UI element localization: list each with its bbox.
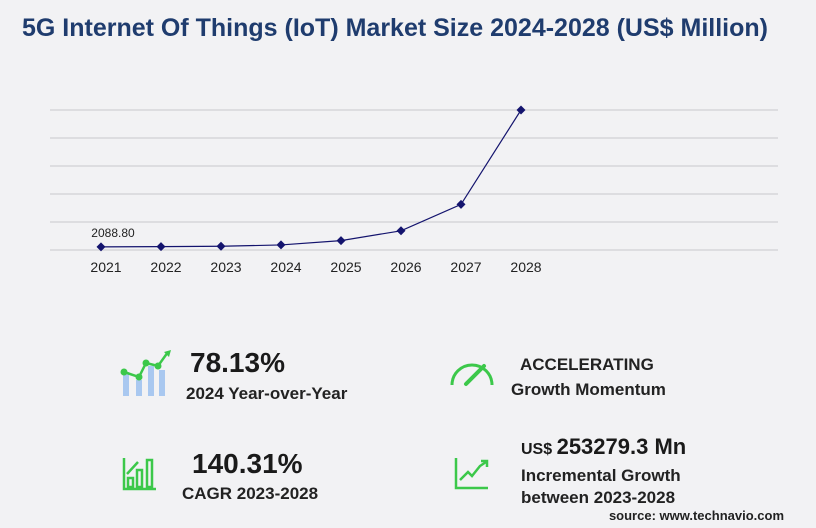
momentum-label: Growth Momentum: [511, 380, 666, 399]
incremental-growth: US$ 253279.3 Mn: [521, 434, 686, 460]
cagr-value: 140.31%: [192, 448, 303, 479]
bar-chart-icon: [122, 458, 156, 491]
data-point: [216, 241, 226, 251]
x-tick-label: 2027: [450, 259, 481, 275]
x-tick-label: 2026: [390, 259, 421, 275]
incremental-label-1: Incremental Growth: [521, 466, 681, 485]
data-point: [156, 242, 166, 252]
data-point: [396, 226, 406, 236]
data-point: [516, 105, 526, 115]
data-point: [96, 242, 106, 252]
data-label: 2088.80: [91, 226, 135, 240]
x-tick-label: 2023: [210, 259, 241, 275]
x-tick-label: 2028: [510, 259, 541, 275]
growth-chart-icon: [120, 350, 171, 396]
data-point: [456, 199, 466, 209]
series-line: [100, 109, 522, 248]
data-point: [336, 236, 346, 246]
yoy-value: 78.13%: [190, 347, 285, 378]
x-tick-label: 2022: [150, 259, 181, 275]
incremental-value: 253279.3 Mn: [556, 434, 687, 459]
speedometer-icon: [450, 363, 494, 386]
x-tick-label: 2021: [90, 259, 121, 275]
cagr-label: CAGR 2023-2028: [182, 484, 319, 503]
x-tick-label: 2024: [270, 259, 301, 275]
yoy-label: 2024 Year-over-Year: [186, 384, 348, 403]
incremental-label-2: between 2023-2028: [521, 488, 676, 507]
chart-title: 5G Internet Of Things (IoT) Market Size …: [22, 14, 768, 42]
line-chart: 2021 2088.80 2022 2023 2024 2025 2026 2027 2028: [50, 105, 778, 275]
source-text: source: www.technavio.com: [608, 508, 784, 523]
momentum-value: ACCELERATING: [520, 355, 654, 374]
data-point: [276, 240, 286, 250]
currency-prefix: US$: [521, 441, 553, 458]
x-tick-label: 2025: [330, 259, 361, 275]
trend-up-icon: [454, 458, 489, 490]
